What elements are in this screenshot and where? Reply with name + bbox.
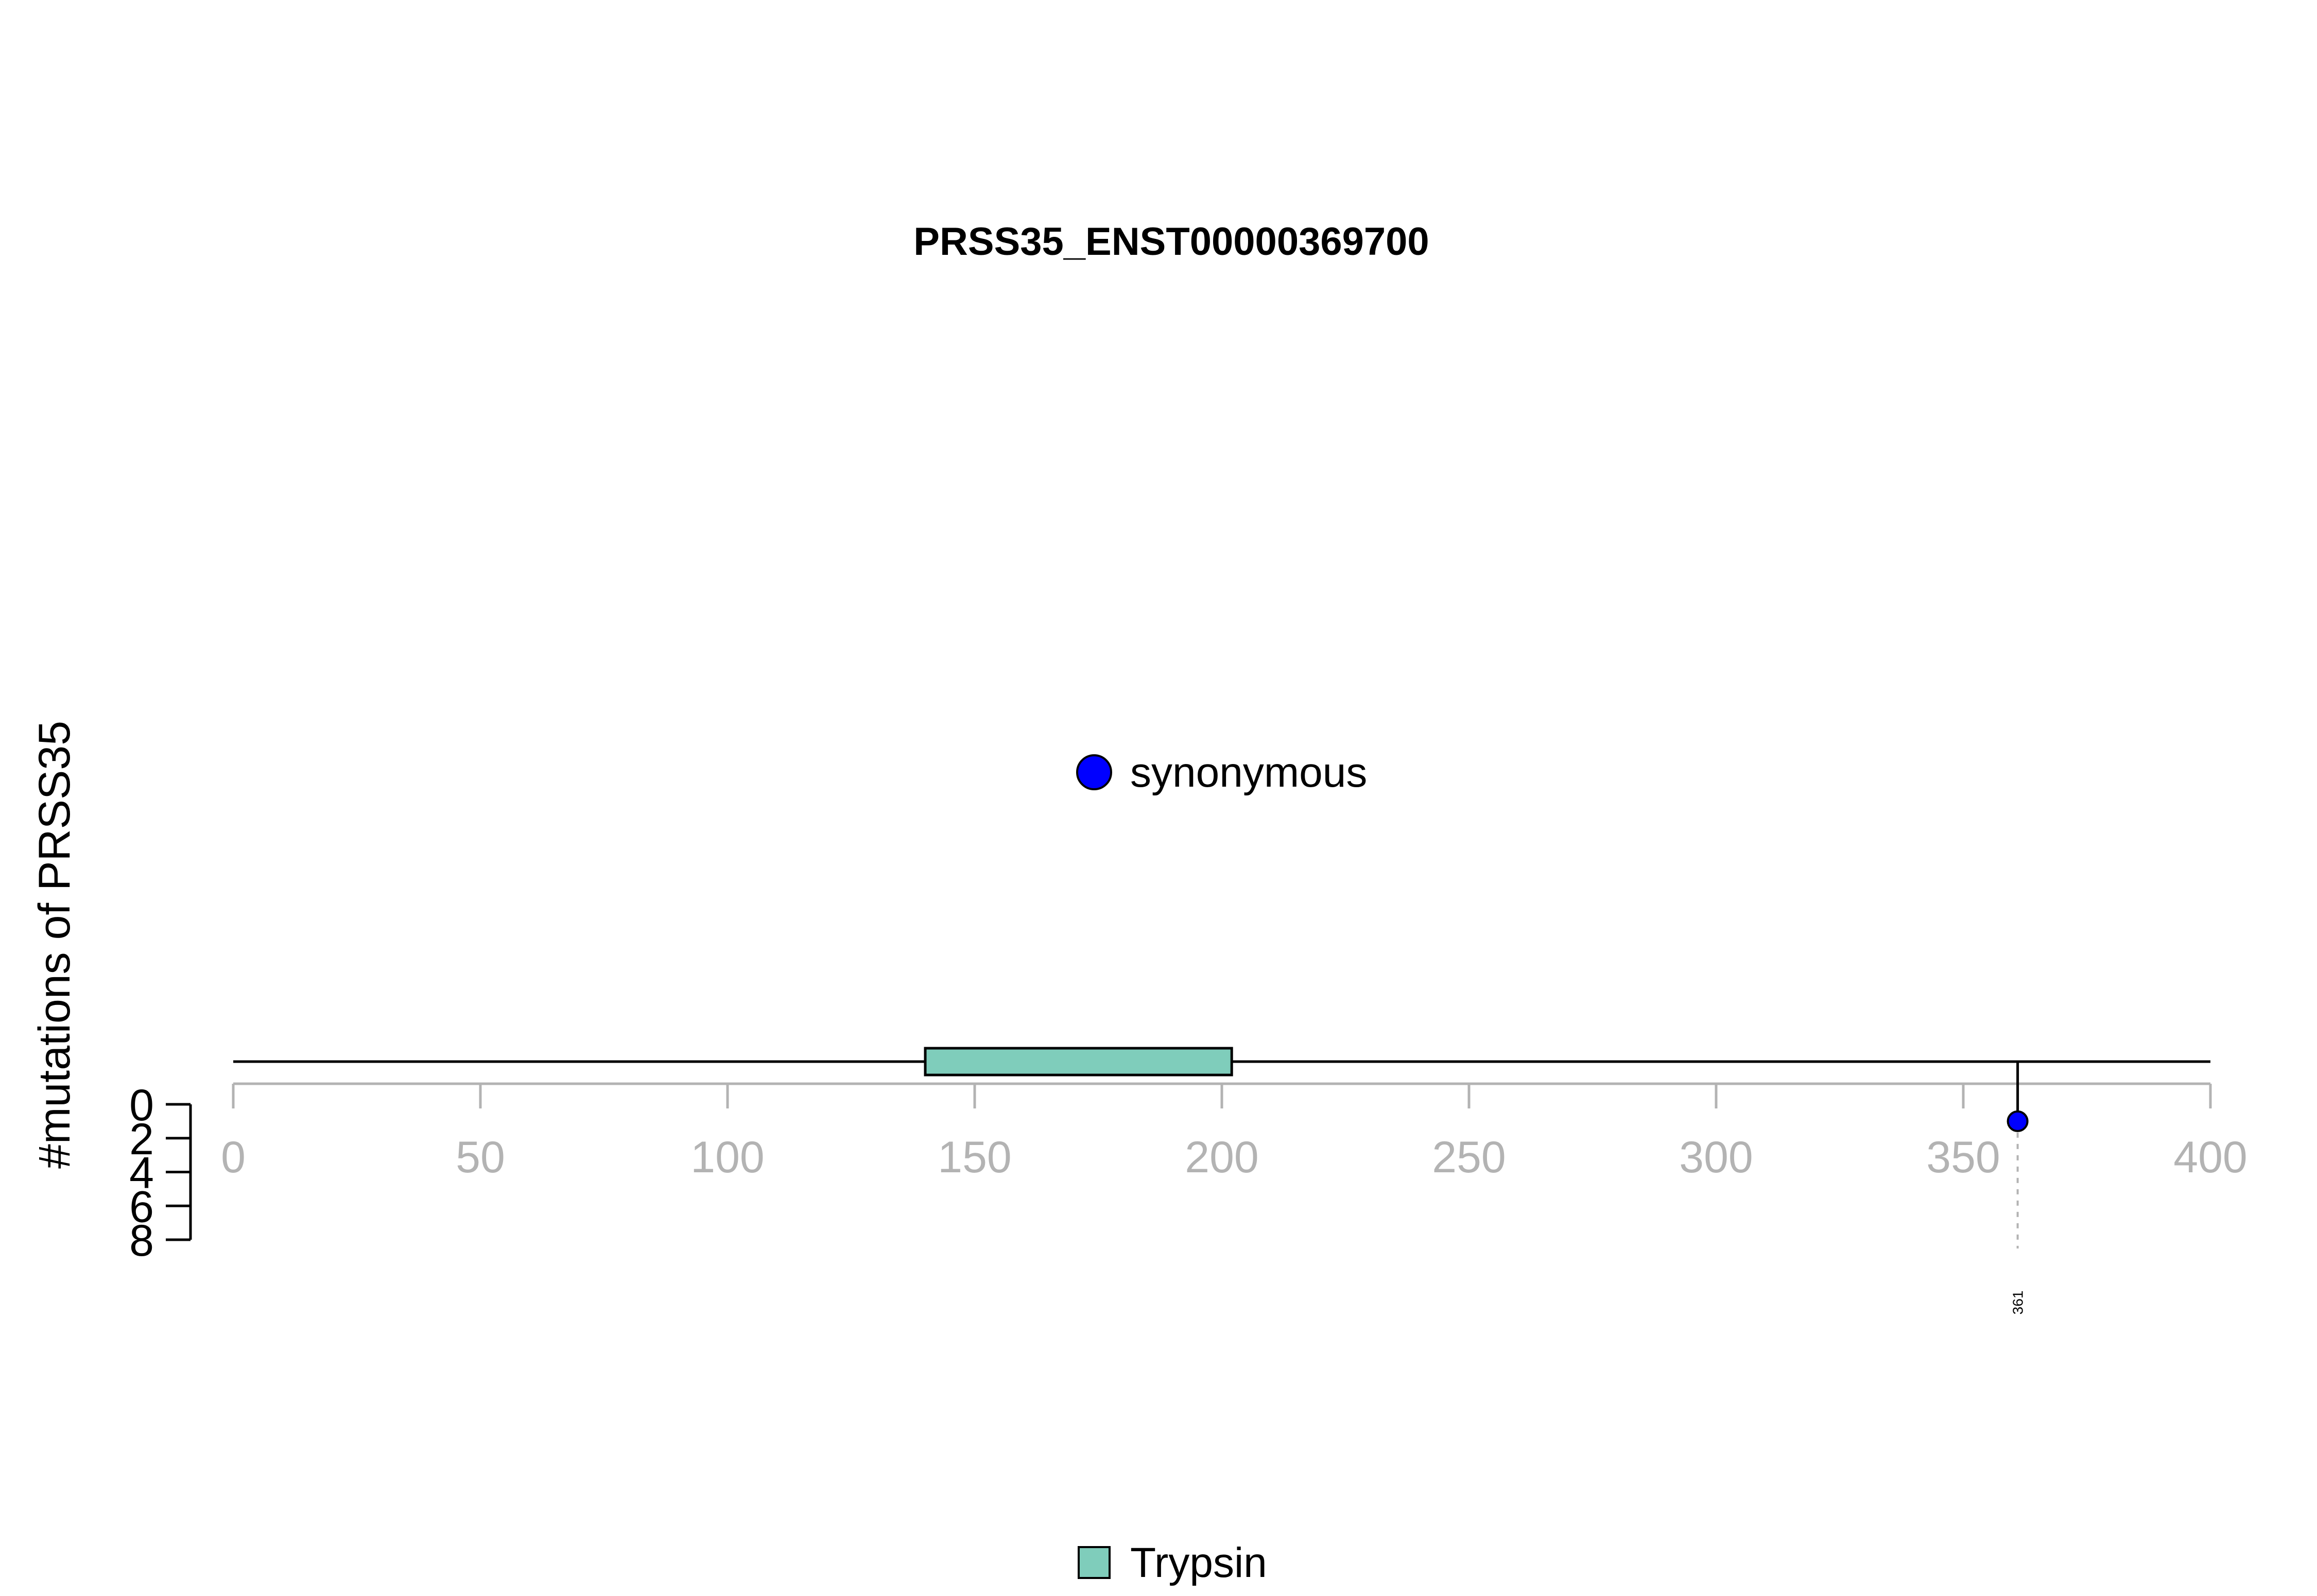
domain-legend: Trypsin xyxy=(1078,1539,1267,1586)
x-tick-label: 300 xyxy=(1679,1133,1753,1182)
domain-trypsin xyxy=(924,1047,1233,1077)
x-tick-label: 400 xyxy=(2173,1133,2247,1182)
x-tick-label: 200 xyxy=(1185,1133,1259,1182)
y-tick-label: 4 xyxy=(129,1149,154,1198)
mutation-position-label: 361 xyxy=(2010,1291,2026,1315)
y-tick-label: 0 xyxy=(129,1081,154,1130)
x-axis: 0 50 100 150 200 250 300 350 400 xyxy=(221,1082,2247,1182)
chart-title: PRSS35_ENST00000369700 xyxy=(913,220,1429,264)
mutation-legend: synonymous xyxy=(1076,749,1367,796)
x-tick-label: 100 xyxy=(690,1133,765,1182)
y-tick-label: 8 xyxy=(129,1216,154,1265)
x-tick-label: 250 xyxy=(1432,1133,1506,1182)
legend-synonymous-marker xyxy=(1076,754,1112,790)
legend-trypsin-swatch xyxy=(1078,1546,1111,1579)
legend-trypsin-label: Trypsin xyxy=(1130,1539,1267,1586)
mutation-point xyxy=(2007,1110,2029,1132)
legend-synonymous-label: synonymous xyxy=(1130,749,1367,796)
mutation-layer: 361 xyxy=(2007,1062,2029,1315)
y-tick-label: 2 xyxy=(129,1115,154,1164)
x-tick-label: 350 xyxy=(1926,1133,2000,1182)
y-axis-label: #mutations of PRSS35 xyxy=(30,721,79,1169)
y-tick-label: 6 xyxy=(129,1182,154,1231)
x-tick-label: 50 xyxy=(456,1133,505,1182)
x-tick-label: 150 xyxy=(938,1133,1012,1182)
x-tick-label: 0 xyxy=(221,1133,246,1182)
domain-layer xyxy=(924,1047,1233,1077)
